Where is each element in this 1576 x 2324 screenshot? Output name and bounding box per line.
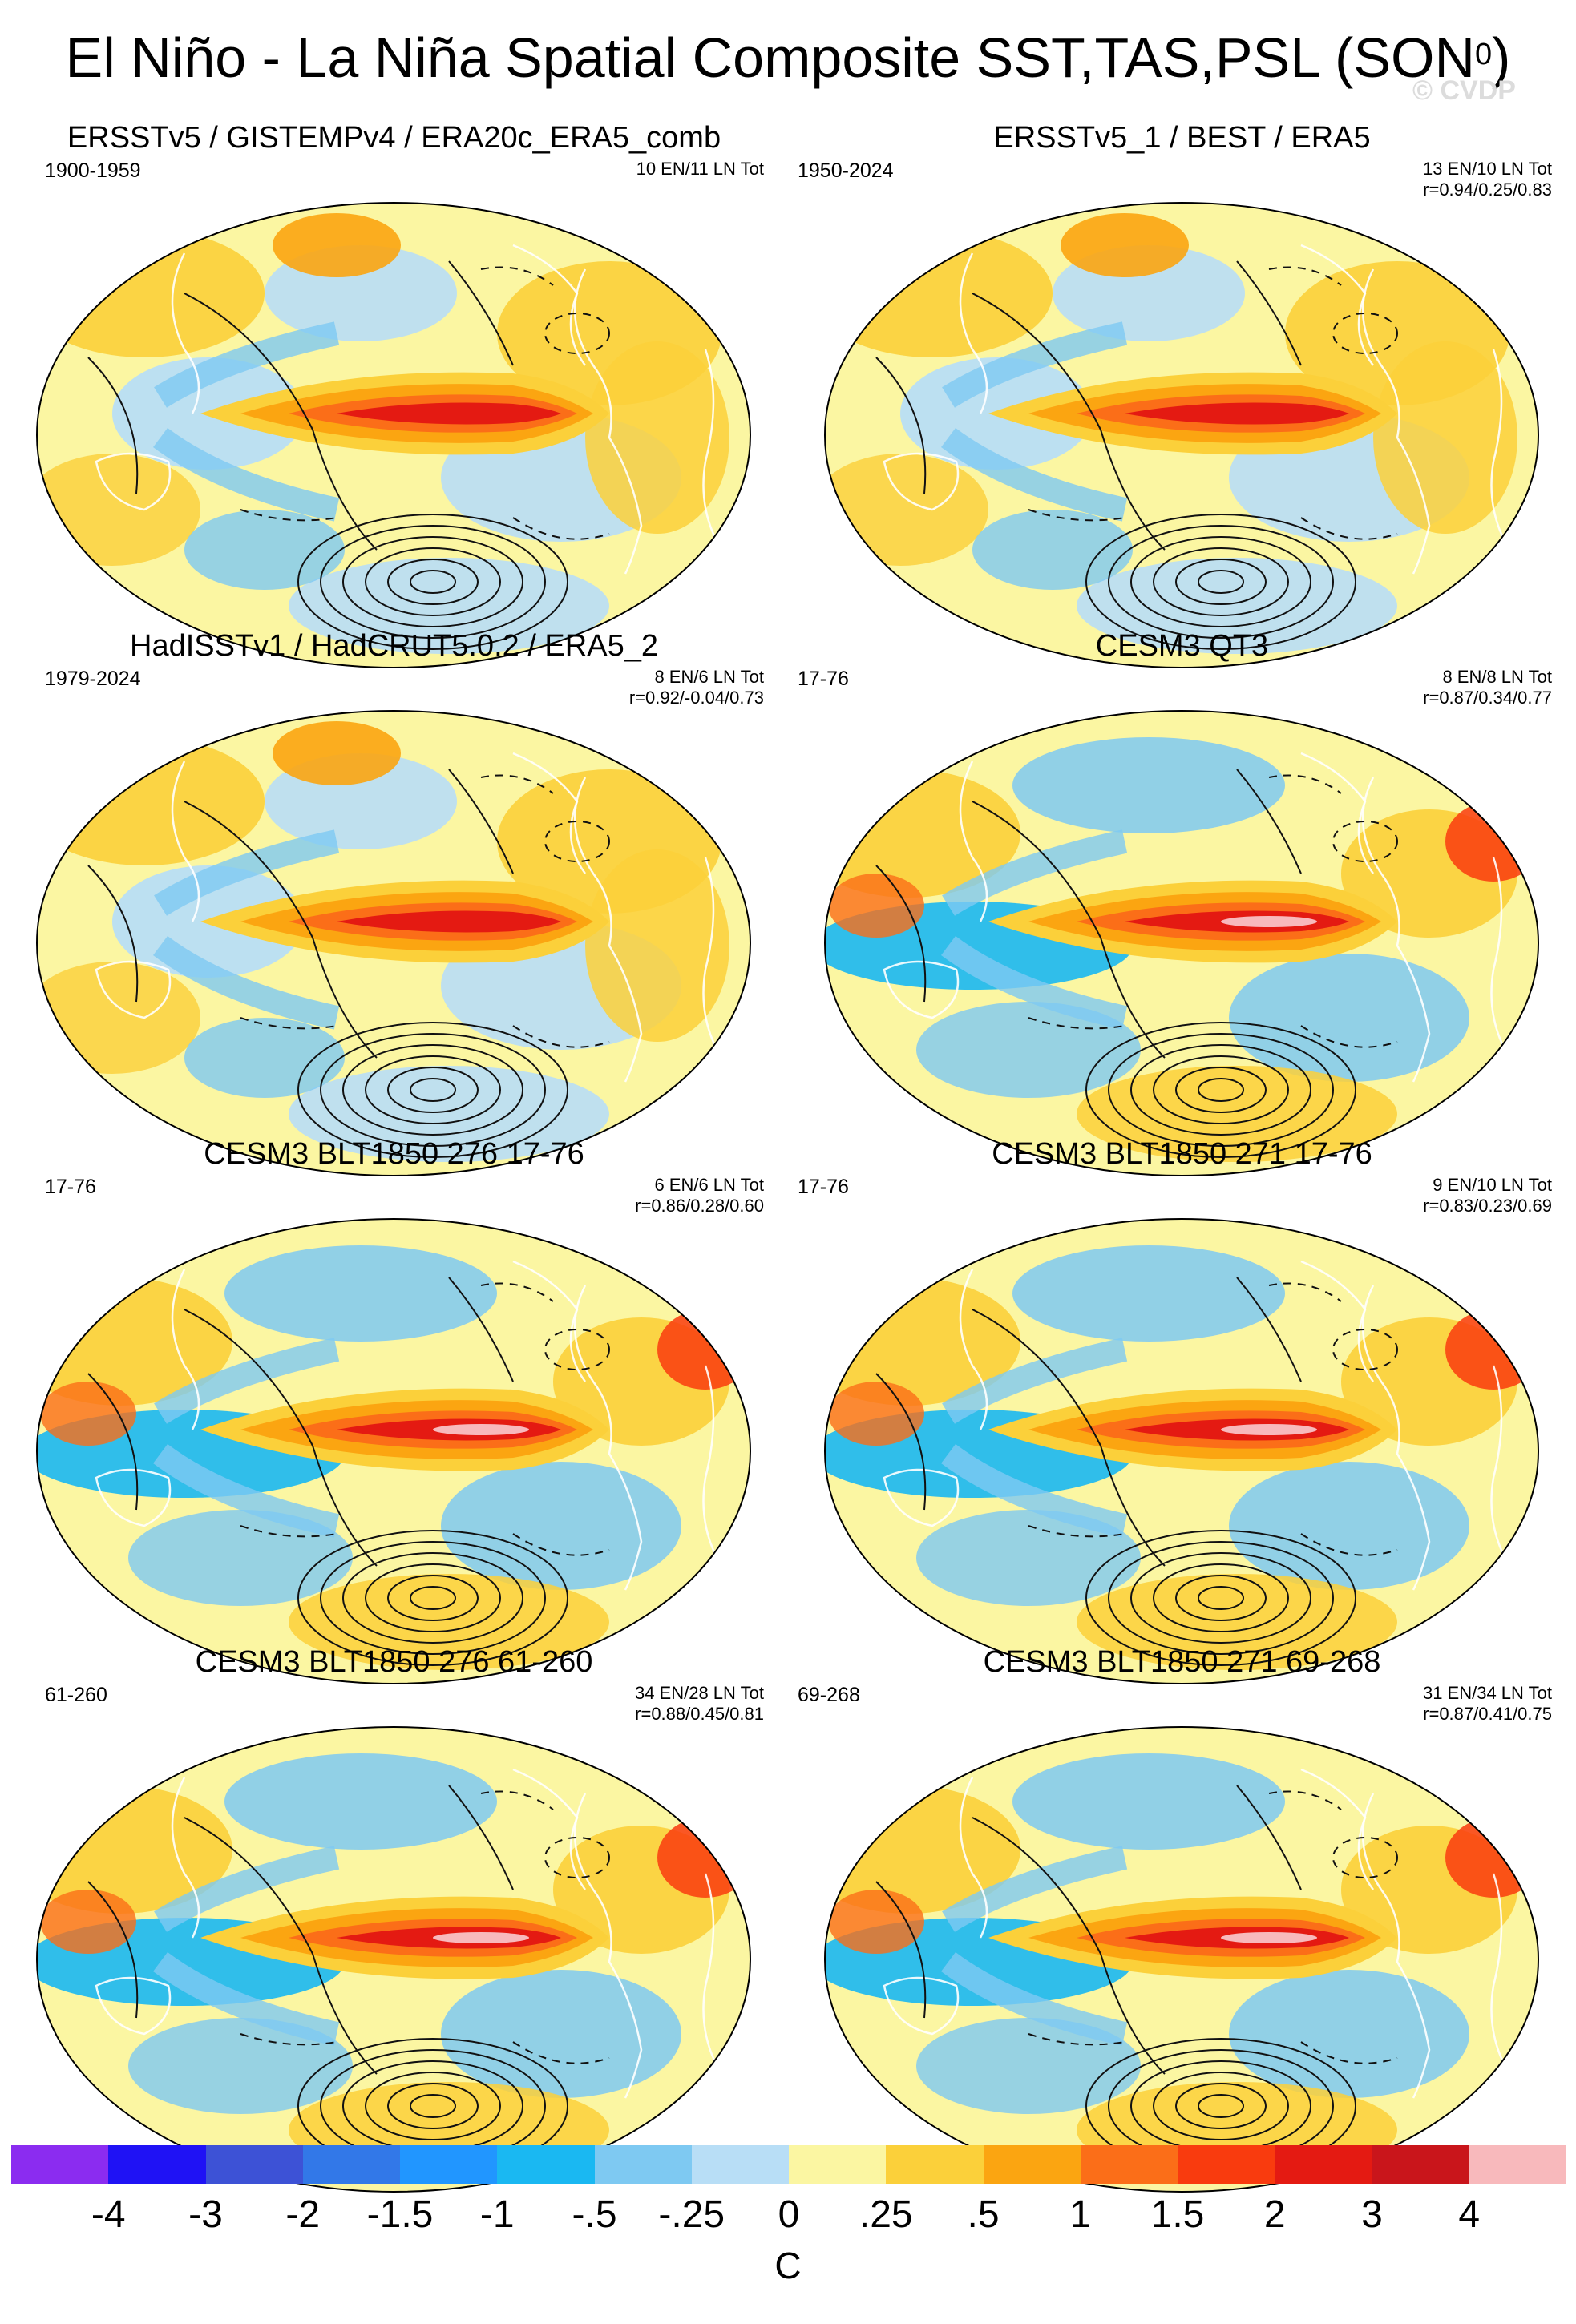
colorbar-tick-label: -.5 bbox=[572, 2193, 617, 2236]
colorbar-tick-label: -3 bbox=[188, 2193, 223, 2236]
colorbar-tick-label: .5 bbox=[967, 2193, 1000, 2236]
colorbar-tick-label: -.25 bbox=[658, 2193, 725, 2236]
panel-period: 17-76 bbox=[798, 1176, 849, 1198]
colorbar-swatch bbox=[1080, 2145, 1178, 2184]
colorbar-swatch bbox=[400, 2145, 498, 2184]
colorbar-swatch bbox=[108, 2145, 206, 2184]
colorbar-tick-label: 3 bbox=[1361, 2193, 1383, 2236]
panel-period: 61-260 bbox=[45, 1684, 107, 1706]
composite-map bbox=[824, 202, 1539, 668]
panel-title: HadISSTv1 / HadCRUT5.0.2 / ERA5_2 bbox=[130, 629, 658, 663]
colorbar-swatch bbox=[205, 2145, 303, 2184]
panel-counts: 8 EN/8 LN Tot r=0.87/0.34/0.77 bbox=[1423, 667, 1552, 708]
colorbar-swatch bbox=[1469, 2145, 1566, 2184]
colorbar-swatch bbox=[594, 2145, 692, 2184]
panel-counts: 13 EN/10 LN Tot r=0.94/0.25/0.83 bbox=[1422, 159, 1552, 200]
composite-map bbox=[36, 710, 751, 1176]
colorbar-tick-label: -1.5 bbox=[366, 2193, 434, 2236]
panel-counts: 34 EN/28 LN Tot r=0.88/0.45/0.81 bbox=[634, 1683, 764, 1724]
composite-map bbox=[36, 1726, 751, 2193]
colorbar-swatch bbox=[11, 2145, 109, 2184]
map-panel-2: ERSSTv5_1 / BEST / ERA5 1950-2024 13 EN/… bbox=[788, 120, 1576, 697]
colorbar-tick-label: 0 bbox=[778, 2193, 800, 2236]
map-panel-5: CESM3 BLT1850 276 17-76 17-76 6 EN/6 LN … bbox=[0, 1136, 788, 1713]
panel-counts: 6 EN/6 LN Tot r=0.86/0.28/0.60 bbox=[635, 1175, 764, 1216]
panel-period: 1979-2024 bbox=[45, 668, 141, 690]
colorbar-swatch bbox=[497, 2145, 595, 2184]
panel-title: CESM3 BLT1850 271 17-76 bbox=[992, 1137, 1372, 1171]
panel-title: ERSSTv5 / GISTEMPv4 / ERA20c_ERA5_comb bbox=[67, 121, 721, 155]
panel-period: 69-268 bbox=[798, 1684, 860, 1706]
colorbar-swatch bbox=[789, 2145, 887, 2184]
map-panel-1: ERSSTv5 / GISTEMPv4 / ERA20c_ERA5_comb 1… bbox=[0, 120, 788, 697]
panel-title: CESM3 BLT1850 271 69-268 bbox=[983, 1645, 1381, 1679]
colorbar-tick-label: .25 bbox=[859, 2193, 913, 2236]
composite-map bbox=[824, 1218, 1539, 1684]
panel-period: 1900-1959 bbox=[45, 159, 141, 182]
colorbar bbox=[11, 2145, 1566, 2184]
colorbar-tick-label: 2 bbox=[1263, 2193, 1286, 2236]
colorbar-swatch bbox=[1372, 2145, 1469, 2184]
panel-counts: 9 EN/10 LN Tot r=0.83/0.23/0.69 bbox=[1423, 1175, 1552, 1216]
composite-map bbox=[824, 1726, 1539, 2193]
colorbar-tick-label: -2 bbox=[285, 2193, 321, 2236]
panel-title: CESM3 BLT1850 276 61-260 bbox=[195, 1645, 593, 1679]
colorbar-tick-labels: -4 -3 -2 -1.5 -1 -.5 -.25 0 .25 .5 1 1.5 2 3 4 bbox=[0, 2193, 1576, 2241]
colorbar-tick-label: 4 bbox=[1458, 2193, 1481, 2236]
colorbar-tick-label: -1 bbox=[479, 2193, 515, 2236]
panel-counts: 31 EN/34 LN Tot r=0.87/0.41/0.75 bbox=[1422, 1683, 1552, 1724]
composite-map bbox=[36, 1218, 751, 1684]
colorbar-swatch bbox=[1275, 2145, 1372, 2184]
panel-period: 17-76 bbox=[798, 668, 849, 690]
composite-map bbox=[824, 710, 1539, 1176]
panel-period: 17-76 bbox=[45, 1176, 96, 1198]
colorbar-swatch bbox=[302, 2145, 400, 2184]
map-panel-8: CESM3 BLT1850 271 69-268 69-268 31 EN/34… bbox=[788, 1644, 1576, 2221]
colorbar-tick-label: -4 bbox=[91, 2193, 126, 2236]
colorbar-swatch bbox=[691, 2145, 789, 2184]
colorbar-units: C bbox=[774, 2245, 802, 2286]
panel-title: ERSSTv5_1 / BEST / ERA5 bbox=[993, 121, 1371, 155]
colorbar-swatch bbox=[983, 2145, 1081, 2184]
panel-counts: 10 EN/11 LN Tot bbox=[636, 159, 764, 179]
panel-title: CESM3 BLT1850 276 17-76 bbox=[204, 1137, 584, 1171]
composite-map bbox=[36, 202, 751, 668]
panel-counts: 8 EN/6 LN Tot r=0.92/-0.04/0.73 bbox=[628, 667, 764, 708]
cvdp-watermark: © CVDP bbox=[1412, 75, 1516, 106]
map-panel-7: CESM3 BLT1850 276 61-260 61-260 34 EN/28… bbox=[0, 1644, 788, 2221]
colorbar-swatch bbox=[886, 2145, 984, 2184]
panel-title: CESM3 QT3 bbox=[1095, 629, 1269, 663]
map-panel-4: CESM3 QT3 17-76 8 EN/8 LN Tot r=0.87/0.34… bbox=[788, 628, 1576, 1205]
panel-period: 1950-2024 bbox=[798, 159, 894, 182]
colorbar-swatch bbox=[1178, 2145, 1275, 2184]
map-panel-3: HadISSTv1 / HadCRUT5.0.2 / ERA5_2 1979-2… bbox=[0, 628, 788, 1205]
map-panel-6: CESM3 BLT1850 271 17-76 17-76 9 EN/10 LN… bbox=[788, 1136, 1576, 1713]
figure-title: El Niño - La Niña Spatial Composite SST,… bbox=[65, 26, 1511, 89]
colorbar-tick-label: 1 bbox=[1069, 2193, 1092, 2236]
colorbar-tick-label: 1.5 bbox=[1150, 2193, 1205, 2236]
